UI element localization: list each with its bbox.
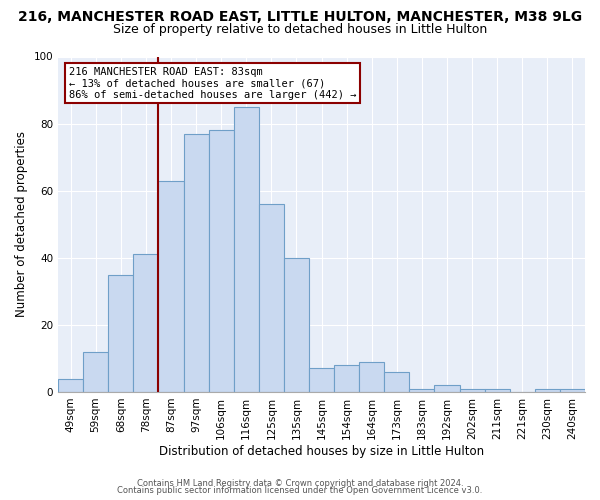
- Bar: [434, 385, 460, 392]
- Bar: [259, 204, 284, 392]
- Text: Size of property relative to detached houses in Little Hulton: Size of property relative to detached ho…: [113, 22, 487, 36]
- Bar: [485, 388, 510, 392]
- Bar: [108, 274, 133, 392]
- Bar: [184, 134, 209, 392]
- X-axis label: Distribution of detached houses by size in Little Hulton: Distribution of detached houses by size …: [159, 444, 484, 458]
- Bar: [209, 130, 233, 392]
- Bar: [460, 388, 485, 392]
- Bar: [409, 388, 434, 392]
- Bar: [284, 258, 309, 392]
- Text: 216, MANCHESTER ROAD EAST, LITTLE HULTON, MANCHESTER, M38 9LG: 216, MANCHESTER ROAD EAST, LITTLE HULTON…: [18, 10, 582, 24]
- Bar: [359, 362, 384, 392]
- Y-axis label: Number of detached properties: Number of detached properties: [15, 131, 28, 317]
- Bar: [83, 352, 108, 392]
- Bar: [334, 365, 359, 392]
- Bar: [309, 368, 334, 392]
- Bar: [158, 180, 184, 392]
- Bar: [384, 372, 409, 392]
- Text: Contains HM Land Registry data © Crown copyright and database right 2024.: Contains HM Land Registry data © Crown c…: [137, 478, 463, 488]
- Text: 216 MANCHESTER ROAD EAST: 83sqm
← 13% of detached houses are smaller (67)
86% of: 216 MANCHESTER ROAD EAST: 83sqm ← 13% of…: [68, 66, 356, 100]
- Bar: [133, 254, 158, 392]
- Bar: [233, 107, 259, 392]
- Bar: [535, 388, 560, 392]
- Bar: [58, 378, 83, 392]
- Text: Contains public sector information licensed under the Open Government Licence v3: Contains public sector information licen…: [118, 486, 482, 495]
- Bar: [560, 388, 585, 392]
